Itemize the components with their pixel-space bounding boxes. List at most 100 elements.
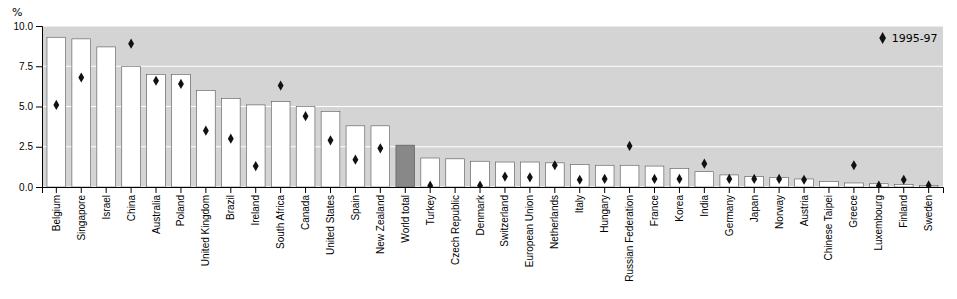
x-tick: Spain <box>350 187 361 221</box>
dot <box>627 141 633 151</box>
bar <box>321 111 340 187</box>
x-tick-label: Singapore <box>76 195 87 241</box>
x-tick: Canada <box>300 187 311 230</box>
x-tick-label: Canada <box>300 195 311 230</box>
x-tick-label: India <box>699 195 710 217</box>
dot <box>726 174 732 184</box>
dot <box>153 76 159 86</box>
x-tick-mark <box>330 187 331 193</box>
x-tick-mark <box>704 187 705 193</box>
x-tick-mark <box>654 187 655 193</box>
y-tick: 7.5 <box>19 61 42 72</box>
x-tick: Switzerland <box>499 187 510 247</box>
x-tick: United States <box>325 187 336 255</box>
x-axis-line <box>43 188 944 194</box>
x-tick-mark <box>729 187 730 193</box>
x-tick: Brazil <box>225 187 236 220</box>
dot <box>676 174 682 184</box>
x-tick-label: Germany <box>724 195 735 236</box>
x-tick: Russian Federation <box>624 187 635 282</box>
x-tick: Austria <box>799 187 810 226</box>
x-tick-mark <box>504 187 505 193</box>
x-tick: Finland <box>898 187 909 228</box>
dot <box>228 134 234 144</box>
x-tick-label: Brazil <box>225 195 236 220</box>
dot <box>377 143 383 153</box>
dot <box>352 155 358 165</box>
bar <box>670 168 689 187</box>
y-tick: 5.0 <box>19 101 42 112</box>
x-tick-label: Switzerland <box>499 195 510 247</box>
x-tick-mark <box>255 187 256 193</box>
x-tick-label: Japan <box>749 195 760 222</box>
x-tick: Chinese Taipei <box>823 187 834 260</box>
marks <box>47 37 938 187</box>
y-tick-label: 10.0 <box>14 21 34 32</box>
bar <box>346 126 365 187</box>
x-tick-mark <box>131 187 132 193</box>
x-tick: European Union <box>524 187 535 267</box>
bar <box>446 159 465 187</box>
x-tick-label: Poland <box>175 195 186 226</box>
dot <box>303 111 309 121</box>
x-tick-label: Austria <box>799 195 810 227</box>
bar <box>521 162 540 187</box>
dot <box>527 172 533 182</box>
y-tick: 0.0 <box>19 182 42 193</box>
x-tick-mark <box>355 187 356 193</box>
x-tick-mark <box>380 187 381 193</box>
x-tick-mark <box>280 187 281 193</box>
legend: 1995-97 <box>879 32 937 45</box>
x-tick: China <box>126 187 137 221</box>
bar <box>894 185 913 187</box>
x-tick: Netherlands <box>549 187 560 249</box>
x-tick: Korea <box>674 187 685 222</box>
y-tick-mark <box>36 187 42 188</box>
bar <box>72 39 91 187</box>
x-tick-label: Norway <box>774 195 785 229</box>
x-tick-label: Finland <box>898 195 909 228</box>
x-tick-mark <box>679 187 680 193</box>
x-tick-label: Ireland <box>250 195 261 226</box>
dots <box>53 39 931 187</box>
bar <box>496 162 515 187</box>
dot <box>203 126 209 136</box>
dot <box>427 181 433 187</box>
dot <box>801 175 807 185</box>
bar <box>221 98 240 187</box>
x-tick-mark <box>405 187 406 193</box>
bar <box>122 66 141 187</box>
plot: 0.0 2.5 5.0 7.5 10.0 BelgiumSingaporeIsraelCh… <box>14 21 944 282</box>
x-tick: World total <box>400 187 411 243</box>
x-tick: Turkey <box>425 187 436 225</box>
x-tick-mark <box>853 187 854 193</box>
dot <box>851 160 857 170</box>
x-tick-label: Czech Republic <box>450 195 461 265</box>
x-tick-label: Turkey <box>425 195 436 225</box>
x-tick-mark <box>754 187 755 193</box>
y-tick-label: 2.5 <box>19 141 33 152</box>
dot <box>278 80 284 90</box>
x-tick-label: France <box>649 195 660 227</box>
x-tick-mark <box>554 187 555 193</box>
legend-item: 1995-97 <box>879 32 937 45</box>
bar <box>47 37 66 187</box>
x-axis: BelgiumSingaporeIsraelChinaAustraliaPola… <box>43 187 944 282</box>
bars <box>47 37 938 187</box>
x-tick-label: Netherlands <box>549 195 560 249</box>
x-tick-label: Italy <box>574 195 585 213</box>
dot <box>701 159 707 169</box>
x-tick: Singapore <box>76 187 87 241</box>
x-tick-label: United States <box>325 195 336 255</box>
x-tick: New Zealand <box>375 187 386 254</box>
bar <box>645 166 664 187</box>
x-tick-label: Chinese Taipei <box>823 195 834 260</box>
x-tick: Denmark <box>475 187 486 236</box>
x-tick-mark <box>455 187 456 193</box>
x-tick-label: Denmark <box>475 194 486 236</box>
bar <box>371 126 390 187</box>
y-tick-mark <box>36 26 42 27</box>
dot <box>78 72 84 82</box>
y-tick-label: 5.0 <box>19 101 33 112</box>
x-tick: Sweden <box>923 187 934 231</box>
